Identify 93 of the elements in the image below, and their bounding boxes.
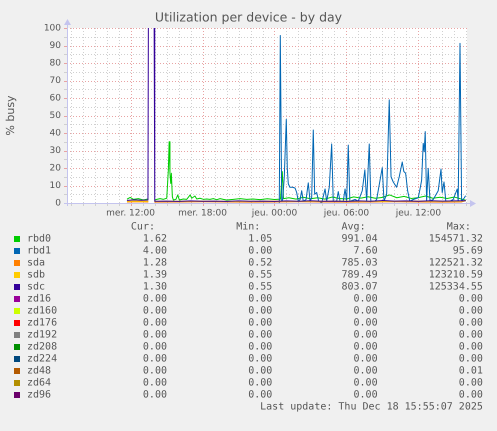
text: 803.07 xyxy=(341,282,378,293)
text: 0.00 xyxy=(458,330,483,341)
text: 0.00 xyxy=(142,390,167,401)
text: 0.55 xyxy=(248,270,272,281)
text: 789.49 xyxy=(341,270,378,281)
text: 0.00 xyxy=(354,366,378,377)
text: 1.39 xyxy=(142,270,167,281)
text: 0.00 xyxy=(458,294,483,305)
text: 0.00 xyxy=(458,342,483,353)
y-tick-label: 60 xyxy=(50,93,62,104)
x-tick-label: jeu. 00:00 xyxy=(250,208,298,219)
text: 0.00 xyxy=(248,354,272,365)
x-tick-label: mer. 12:00 xyxy=(106,208,156,219)
text: 125334.55 xyxy=(428,282,483,293)
text: Max: xyxy=(446,222,471,233)
text: 0.00 xyxy=(354,390,378,401)
text: 0.00 xyxy=(458,306,483,317)
text: 0.01 xyxy=(458,366,483,377)
legend-label: zd192 xyxy=(27,330,58,341)
legend-label: zd224 xyxy=(27,354,58,365)
text: 0.00 xyxy=(248,342,272,353)
x-tick-label: mer. 18:00 xyxy=(178,208,228,219)
text: 0.00 xyxy=(354,306,378,317)
text: 154571.32 xyxy=(428,234,483,245)
text: 95.69 xyxy=(452,246,483,257)
y-tick-label: 70 xyxy=(50,76,62,86)
legend-label: zd208 xyxy=(27,342,58,353)
x-tick-label: jeu. 06:00 xyxy=(322,208,370,219)
text: 0.00 xyxy=(458,354,483,365)
text: 0.00 xyxy=(248,378,272,389)
legend-label: zd16 xyxy=(27,294,52,305)
text: 0.00 xyxy=(458,390,483,401)
legend-label: sdc xyxy=(27,282,46,293)
text: 123210.59 xyxy=(428,270,483,281)
text: 0.00 xyxy=(248,246,272,257)
text: Cur: xyxy=(130,222,155,233)
y-tick-label: 20 xyxy=(50,163,62,174)
legend-label: zd96 xyxy=(27,390,52,401)
text: 0.00 xyxy=(354,330,378,341)
legend-label: sda xyxy=(27,258,46,269)
legend-label: sdb xyxy=(27,270,46,281)
y-tick-label: 30 xyxy=(50,146,62,156)
text: 1.28 xyxy=(142,258,167,269)
text: 0.00 xyxy=(354,354,378,365)
y-tick-label: 0 xyxy=(55,198,62,208)
y-axis-title: % busy xyxy=(4,94,17,136)
text: 0.00 xyxy=(142,366,167,377)
text: 0.00 xyxy=(142,378,167,389)
legend-label: rbd1 xyxy=(27,246,52,257)
text: 785.03 xyxy=(341,258,378,269)
text: 0.00 xyxy=(354,378,378,389)
text: 0.00 xyxy=(248,306,272,317)
text: Avg: xyxy=(342,222,366,233)
legend-label: rbd0 xyxy=(27,234,52,245)
text: Min: xyxy=(236,222,260,233)
text: 122521.32 xyxy=(428,258,483,269)
text: 0.00 xyxy=(142,330,167,341)
legend-label: zd48 xyxy=(27,366,52,377)
text: 0.00 xyxy=(142,294,167,305)
text: 0.00 xyxy=(248,330,272,341)
text: 0.55 xyxy=(248,282,272,293)
text: 0.00 xyxy=(248,318,272,329)
y-tick-label: 80 xyxy=(50,58,62,68)
text: 0.52 xyxy=(248,258,272,269)
text: 991.04 xyxy=(341,234,378,245)
text: 1.30 xyxy=(142,282,167,293)
text: 7.60 xyxy=(354,246,378,257)
text: 0.00 xyxy=(248,294,272,305)
text: 1.05 xyxy=(248,234,272,245)
y-tick-label: 10 xyxy=(50,180,62,191)
legend-label: zd64 xyxy=(27,378,52,389)
x-tick-label: jeu. 12:00 xyxy=(394,208,442,219)
text: 0.00 xyxy=(354,342,378,353)
text: 0.00 xyxy=(458,378,483,389)
text: 0.00 xyxy=(142,342,167,353)
text: 0.00 xyxy=(458,318,483,329)
text: 4.00 xyxy=(142,246,167,257)
text: 0.00 xyxy=(354,294,378,305)
legend-label: zd176 xyxy=(27,318,58,329)
text: 0.00 xyxy=(354,318,378,329)
text: 0.00 xyxy=(142,306,167,317)
y-tick-label: 100 xyxy=(44,23,62,34)
text: 0.00 xyxy=(142,354,167,365)
text: 1.62 xyxy=(142,234,167,245)
text: Last update: Thu Dec 18 15:55:07 2025 xyxy=(260,402,483,413)
text: 0.00 xyxy=(142,318,167,329)
text: 0.00 xyxy=(248,390,272,401)
y-tick-label: 90 xyxy=(50,40,62,51)
y-tick-label: 40 xyxy=(50,128,62,138)
chart-title: Utilization per device - by day xyxy=(154,9,343,24)
legend-label: zd160 xyxy=(27,306,58,317)
text: 0.00 xyxy=(248,366,272,377)
y-tick-label: 50 xyxy=(50,110,62,121)
